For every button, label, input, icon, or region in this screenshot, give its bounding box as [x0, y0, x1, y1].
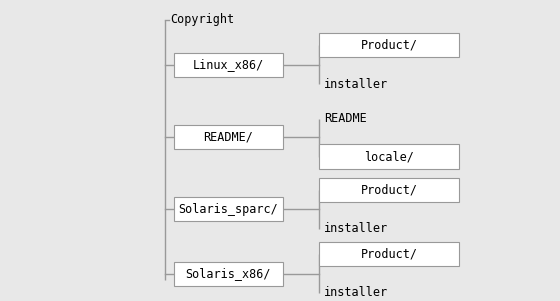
FancyBboxPatch shape — [319, 178, 459, 202]
Text: README/: README/ — [203, 130, 253, 144]
Text: Product/: Product/ — [361, 184, 418, 197]
FancyBboxPatch shape — [174, 53, 283, 77]
Text: installer: installer — [324, 286, 388, 299]
FancyBboxPatch shape — [174, 262, 283, 286]
Text: Product/: Product/ — [361, 39, 418, 52]
FancyBboxPatch shape — [319, 144, 459, 169]
Text: Product/: Product/ — [361, 248, 418, 261]
Text: installer: installer — [324, 222, 388, 235]
FancyBboxPatch shape — [174, 125, 283, 149]
Text: README: README — [324, 112, 366, 126]
Text: Solaris_sparc/: Solaris_sparc/ — [178, 203, 278, 216]
Text: installer: installer — [324, 78, 388, 91]
FancyBboxPatch shape — [319, 33, 459, 57]
Text: Solaris_x86/: Solaris_x86/ — [185, 267, 271, 281]
Text: Linux_x86/: Linux_x86/ — [193, 58, 264, 71]
Text: locale/: locale/ — [364, 150, 414, 163]
Text: Copyright: Copyright — [170, 13, 235, 26]
FancyBboxPatch shape — [174, 197, 283, 221]
FancyBboxPatch shape — [319, 242, 459, 266]
